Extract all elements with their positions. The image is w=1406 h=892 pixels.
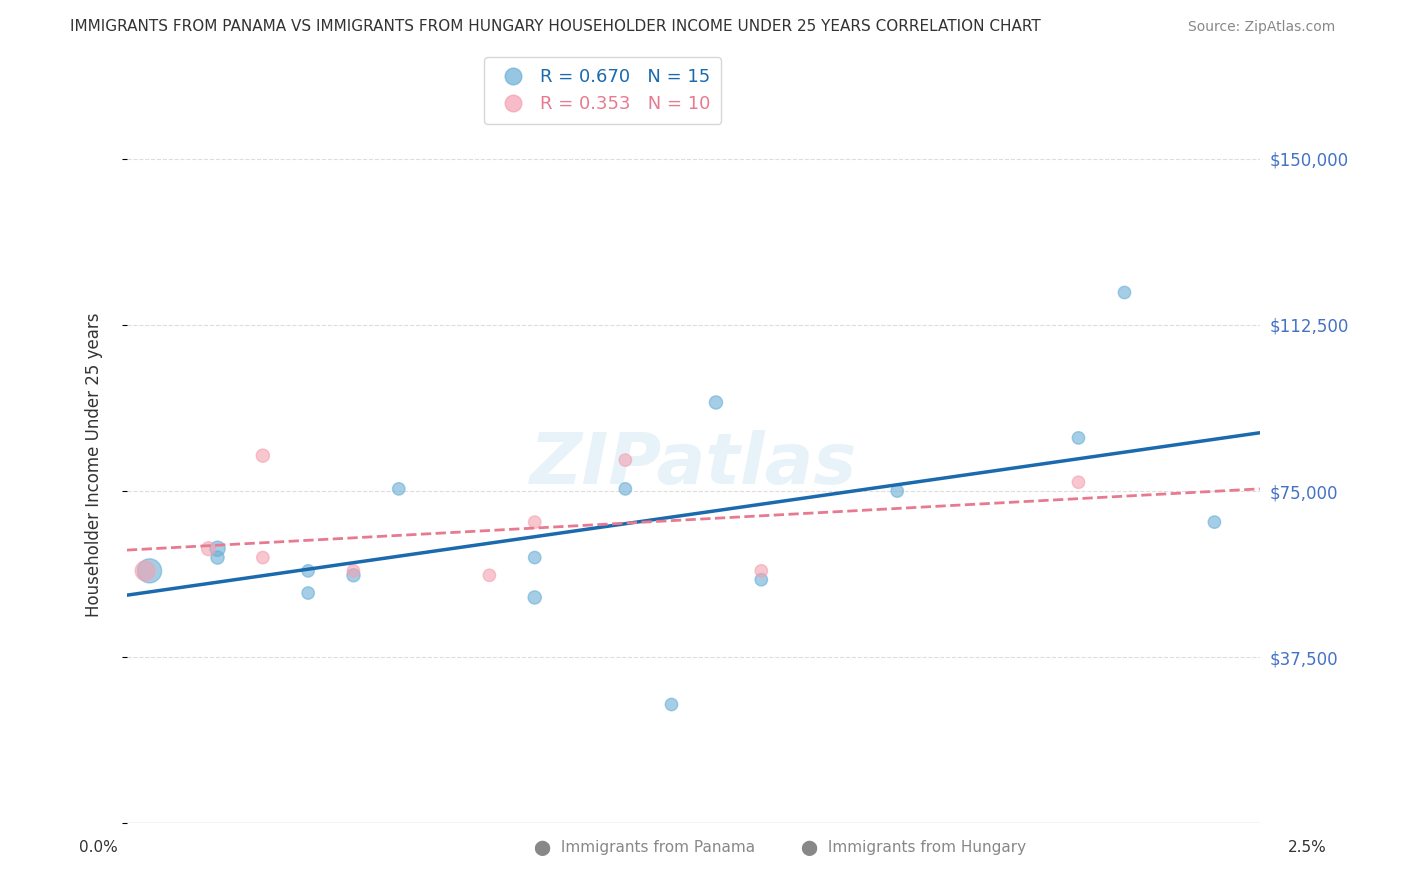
Point xyxy=(138,564,160,578)
Point xyxy=(886,484,908,499)
Point xyxy=(1067,475,1090,490)
Point xyxy=(197,541,219,556)
Point xyxy=(1067,431,1090,445)
Point xyxy=(614,453,637,467)
Point xyxy=(614,482,637,496)
Text: Source: ZipAtlas.com: Source: ZipAtlas.com xyxy=(1188,21,1336,34)
Point xyxy=(523,515,546,529)
Text: ⬤  Immigrants from Panama: ⬤ Immigrants from Panama xyxy=(534,840,755,855)
Point xyxy=(342,564,364,578)
Point xyxy=(523,550,546,565)
Text: 0.0%: 0.0% xyxy=(79,840,118,855)
Text: ZIPatlas: ZIPatlas xyxy=(530,430,858,499)
Text: IMMIGRANTS FROM PANAMA VS IMMIGRANTS FROM HUNGARY HOUSEHOLDER INCOME UNDER 25 YE: IMMIGRANTS FROM PANAMA VS IMMIGRANTS FRO… xyxy=(70,20,1040,34)
Point xyxy=(342,568,364,582)
Point xyxy=(659,697,682,711)
Text: ⬤  Immigrants from Hungary: ⬤ Immigrants from Hungary xyxy=(801,840,1026,855)
Point xyxy=(252,449,274,463)
Point xyxy=(207,541,229,556)
Point xyxy=(478,568,501,582)
Point xyxy=(297,586,319,600)
Point xyxy=(749,564,772,578)
Point xyxy=(1112,285,1135,299)
Point xyxy=(749,573,772,587)
Text: 2.5%: 2.5% xyxy=(1288,840,1327,855)
Y-axis label: Householder Income Under 25 years: Householder Income Under 25 years xyxy=(86,312,103,616)
Point xyxy=(252,550,274,565)
Point xyxy=(388,482,411,496)
Point xyxy=(704,395,727,409)
Point xyxy=(207,550,229,565)
Point xyxy=(134,564,156,578)
Point xyxy=(297,564,319,578)
Point xyxy=(523,591,546,605)
Point xyxy=(1204,515,1226,529)
Legend: R = 0.670   N = 15, R = 0.353   N = 10: R = 0.670 N = 15, R = 0.353 N = 10 xyxy=(484,57,721,124)
